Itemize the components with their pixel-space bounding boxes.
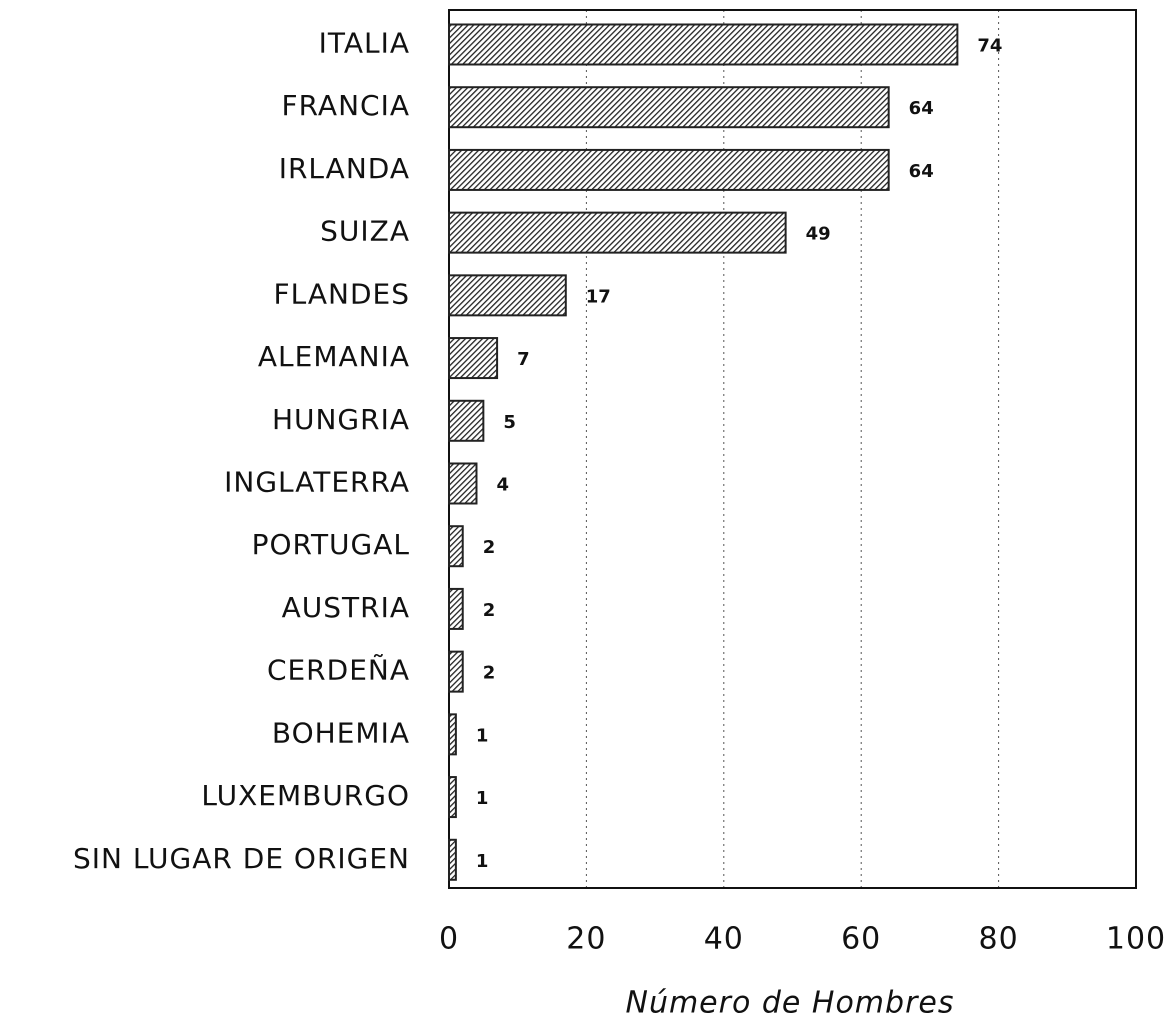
value-label: 7	[517, 349, 530, 370]
bar	[448, 838, 457, 881]
y-tick-label: LUXEMBURGO	[201, 779, 410, 812]
y-tick-label: SUIZA	[320, 215, 410, 248]
value-label: 64	[909, 98, 934, 119]
x-tick-label: 80	[979, 922, 1019, 957]
bar	[448, 587, 464, 630]
value-label: 1	[476, 788, 489, 809]
y-tick-label: PORTUGAL	[252, 528, 410, 561]
value-label: 74	[977, 35, 1002, 56]
y-tick-label: ITALIA	[319, 26, 410, 59]
bar	[448, 86, 890, 129]
bar	[448, 462, 478, 505]
x-tick-label: 20	[566, 922, 606, 957]
value-label: 5	[503, 412, 516, 433]
bar	[448, 274, 567, 317]
x-tick-label: 40	[704, 922, 744, 957]
value-label: 64	[909, 161, 934, 182]
bar	[448, 525, 464, 568]
x-tick-label: 0	[439, 922, 459, 957]
bar	[448, 713, 457, 756]
y-tick-label: SIN LUGAR DE ORIGEN	[73, 842, 410, 875]
value-label: 4	[496, 474, 509, 495]
y-tick-label: FRANCIA	[282, 89, 411, 122]
x-tick-label: 100	[1106, 922, 1166, 957]
y-tick-label: CERDEÑA	[267, 654, 410, 687]
bar	[448, 776, 457, 819]
bar	[448, 399, 485, 442]
y-tick-label: AUSTRIA	[282, 591, 410, 624]
bar	[448, 148, 890, 191]
value-label: 17	[586, 286, 611, 307]
grid	[448, 10, 1137, 888]
y-tick-label: INGLATERRA	[224, 465, 410, 498]
x-axis-label: Número de Hombres	[626, 986, 955, 1021]
value-label: 49	[806, 224, 831, 245]
y-tick-label: FLANDES	[274, 277, 410, 310]
value-label: 2	[483, 663, 496, 684]
y-tick-label: IRLANDA	[279, 152, 410, 185]
bar	[448, 337, 499, 380]
value-label: 1	[476, 725, 489, 746]
value-label: 2	[483, 537, 496, 558]
y-tick-label: HUNGRIA	[272, 403, 410, 436]
value-label: 2	[483, 600, 496, 621]
bar	[448, 211, 787, 254]
y-tick-label: BOHEMIA	[272, 716, 410, 749]
bar	[448, 23, 959, 66]
x-tick-label: 60	[841, 922, 881, 957]
plot-frame	[448, 9, 1137, 889]
bar	[448, 650, 464, 693]
value-label: 1	[476, 851, 489, 872]
y-tick-label: ALEMANIA	[258, 340, 410, 373]
